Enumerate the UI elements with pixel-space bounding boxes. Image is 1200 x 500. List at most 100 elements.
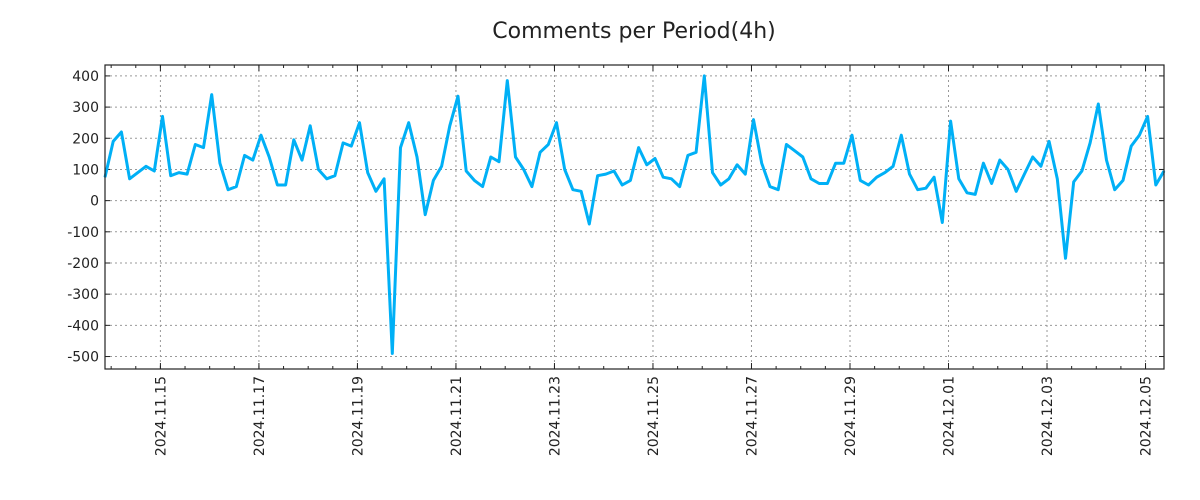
data-point bbox=[834, 162, 837, 165]
data-point bbox=[457, 95, 459, 97]
data-point bbox=[334, 174, 336, 177]
x-tick-label: 2024.11.25 bbox=[646, 376, 662, 456]
data-point bbox=[990, 182, 993, 185]
y-tick-label: 200 bbox=[72, 131, 99, 147]
data-point bbox=[120, 131, 123, 133]
data-point bbox=[1031, 156, 1034, 158]
data-point bbox=[251, 159, 254, 161]
data-point bbox=[793, 149, 796, 152]
data-point bbox=[161, 115, 164, 118]
data-point bbox=[1146, 115, 1149, 118]
axes: 400 300 200 100 0 -100 -200 -300 -400 -500 2024.11… bbox=[67, 65, 1164, 456]
data-point bbox=[432, 179, 435, 182]
data-point bbox=[514, 156, 517, 158]
data-point bbox=[481, 185, 484, 188]
x-tick-label: 2024.12.05 bbox=[1139, 376, 1155, 456]
data-point bbox=[760, 162, 763, 165]
y-tick-label: -400 bbox=[67, 318, 99, 334]
data-point bbox=[982, 162, 985, 165]
data-point bbox=[227, 188, 229, 191]
plot-frame bbox=[104, 64, 1165, 370]
data-point bbox=[1138, 134, 1141, 136]
data-point bbox=[1048, 140, 1050, 143]
data-point bbox=[810, 178, 812, 180]
data-point bbox=[416, 156, 418, 158]
data-point bbox=[1056, 178, 1059, 180]
data-point bbox=[736, 163, 738, 166]
y-tick-label: 400 bbox=[72, 69, 99, 85]
data-point bbox=[966, 192, 968, 194]
data-point bbox=[490, 156, 492, 158]
data-point bbox=[957, 178, 960, 180]
data-point bbox=[219, 162, 221, 165]
data-point bbox=[654, 157, 656, 160]
y-tick-label: -500 bbox=[67, 350, 99, 366]
data-point bbox=[531, 185, 533, 188]
data-point bbox=[826, 182, 829, 185]
data-point bbox=[178, 171, 180, 174]
data-point bbox=[662, 176, 665, 179]
data-point bbox=[604, 173, 607, 175]
y-tick-label: -200 bbox=[67, 256, 99, 272]
data-point bbox=[916, 188, 919, 191]
data-point bbox=[818, 182, 821, 185]
data-point bbox=[375, 190, 377, 193]
data-point bbox=[506, 79, 509, 82]
data-point bbox=[186, 173, 188, 175]
data-point bbox=[202, 146, 205, 149]
data-point bbox=[588, 223, 591, 225]
data-point bbox=[399, 146, 402, 149]
y-tick-label: -300 bbox=[67, 287, 99, 303]
data-point bbox=[637, 146, 640, 149]
data-point bbox=[522, 168, 525, 171]
data-point bbox=[145, 165, 147, 168]
x-tick-label: 2024.11.15 bbox=[153, 376, 169, 456]
data-point bbox=[342, 142, 344, 144]
data-point bbox=[867, 184, 870, 186]
data-point bbox=[687, 154, 689, 157]
data-point bbox=[572, 188, 574, 191]
y-tick-label: 300 bbox=[72, 100, 99, 116]
data-point bbox=[695, 151, 697, 154]
data-point bbox=[309, 125, 312, 127]
data-point bbox=[777, 188, 779, 191]
data-point bbox=[974, 193, 976, 196]
data-point bbox=[949, 120, 952, 122]
data-point bbox=[613, 170, 615, 172]
data-point bbox=[629, 179, 632, 182]
x-tick-label: 2024.11.21 bbox=[449, 376, 465, 456]
data-point bbox=[366, 171, 369, 174]
data-point bbox=[925, 187, 927, 189]
data-point bbox=[711, 171, 714, 174]
data-point bbox=[1072, 181, 1075, 183]
data-point bbox=[1130, 145, 1132, 147]
data-point bbox=[1081, 170, 1083, 172]
data-point bbox=[276, 184, 279, 186]
grid bbox=[105, 65, 1164, 369]
data-point bbox=[752, 118, 755, 121]
data-point bbox=[884, 171, 886, 174]
data-point bbox=[621, 184, 623, 186]
x-tick-label: 2024.11.17 bbox=[252, 376, 268, 456]
data-point bbox=[210, 93, 213, 96]
data-point bbox=[670, 178, 673, 180]
data-point bbox=[1105, 159, 1108, 161]
data-point bbox=[440, 165, 443, 168]
x-tick-label: 2024.12.03 bbox=[1040, 376, 1056, 456]
data-point bbox=[383, 178, 385, 180]
y-tick-label: -100 bbox=[67, 225, 99, 241]
data-point bbox=[843, 162, 845, 165]
series bbox=[103, 74, 1166, 355]
x-tick-label: 2024.11.19 bbox=[350, 376, 366, 456]
data-point bbox=[1007, 168, 1009, 171]
data-point bbox=[325, 178, 328, 180]
data-point bbox=[301, 159, 303, 161]
data-point bbox=[153, 170, 156, 172]
data-point bbox=[407, 121, 410, 124]
data-point bbox=[268, 156, 270, 158]
data-point bbox=[358, 121, 361, 124]
data-point bbox=[678, 185, 681, 188]
data-point bbox=[1097, 103, 1100, 105]
data-point bbox=[1015, 190, 1018, 193]
data-point bbox=[719, 184, 722, 186]
